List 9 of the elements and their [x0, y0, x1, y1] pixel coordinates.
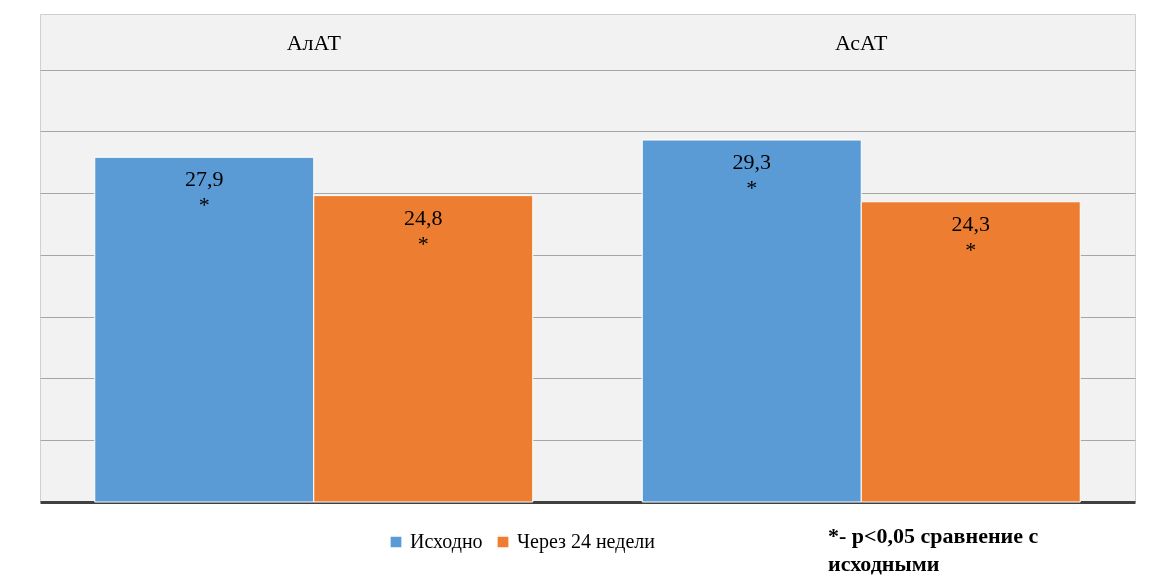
data-label: 27,9 * — [185, 166, 224, 218]
legend-label: Через 24 недели — [517, 530, 656, 553]
x-tick-label: АсАТ — [835, 29, 889, 55]
data-label: 24,8 * — [404, 204, 443, 256]
text: *- p<0,05 сравнение с исходными — [828, 522, 1040, 578]
data-label: 24,3 * — [951, 210, 990, 262]
legend-label: Исходно — [410, 530, 483, 553]
x-tick-label: АлАТ — [286, 29, 342, 55]
data-label: 29,3 * — [732, 149, 771, 201]
